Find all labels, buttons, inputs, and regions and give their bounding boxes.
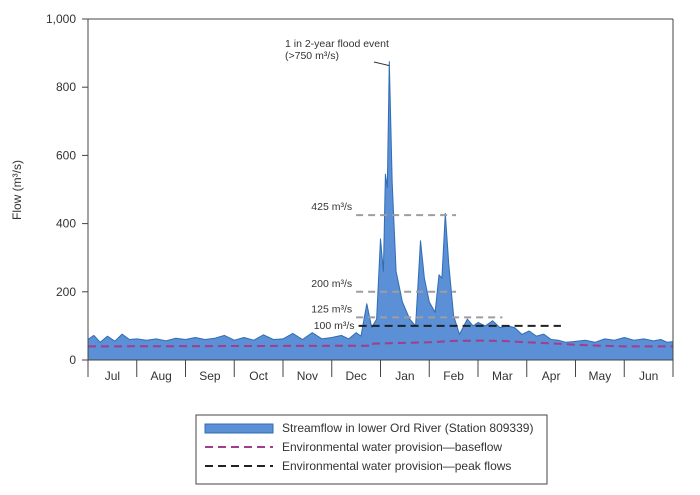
- baseflow-line: [87, 339, 673, 348]
- x-month-label: May: [589, 369, 612, 383]
- axes-layer: 0 200 400 600 800 1,000 Jul Aug Sep Oct Nov Dec Jan F…: [46, 12, 674, 383]
- x-month-label: Aug: [150, 369, 171, 383]
- reference-lines-layer: 425 m³/s 200 m³/s 125 m³/s: [87, 201, 673, 348]
- peak-flow-100-label: 100 m³/s: [314, 320, 355, 332]
- x-month-label: Jun: [639, 369, 658, 383]
- x-month-label: Dec: [345, 369, 366, 383]
- y-tick-label: 600: [56, 148, 76, 162]
- streamflow-area-layer: [87, 61, 674, 361]
- x-month-label: Nov: [297, 369, 318, 383]
- threshold-label: 125 m³/s: [311, 303, 352, 315]
- legend-label-streamflow: Streamflow in lower Ord River (Station 8…: [282, 421, 533, 435]
- x-month-label: Apr: [542, 369, 561, 383]
- y-tick-label: 1,000: [46, 12, 76, 26]
- y-tick-label: 400: [56, 217, 76, 231]
- annotation-leader: [373, 61, 390, 67]
- threshold-label: 425 m³/s: [311, 201, 352, 213]
- threshold-label: 200 m³/s: [311, 278, 352, 290]
- x-month-label: Oct: [249, 369, 268, 383]
- legend-label-baseflow: Environmental water provision—baseflow: [282, 440, 502, 454]
- annotation-layer: 1 in 2-year flood event (>750 m³/s) 100 …: [285, 38, 390, 332]
- legend-swatch-streamflow: [204, 423, 274, 434]
- y-tick-label: 200: [56, 285, 76, 299]
- x-month-label: Feb: [443, 369, 464, 383]
- legend: Streamflow in lower Ord River (Station 8…: [195, 414, 548, 485]
- x-month-label: Jul: [105, 369, 120, 383]
- flood-event-annotation-threshold: (>750 m³/s): [285, 50, 339, 62]
- y-tick-label: 800: [56, 80, 76, 94]
- y-tick-label: 0: [69, 353, 76, 367]
- streamflow-area: [87, 61, 674, 361]
- legend-label-peak-flows: Environmental water provision—peak flows: [282, 459, 511, 473]
- y-axis-label: Flow (m³/s): [10, 160, 24, 220]
- x-month-label: Jan: [395, 369, 414, 383]
- x-month-label: Sep: [199, 369, 221, 383]
- x-month-label: Mar: [492, 369, 513, 383]
- flood-event-annotation: 1 in 2-year flood event: [285, 38, 389, 50]
